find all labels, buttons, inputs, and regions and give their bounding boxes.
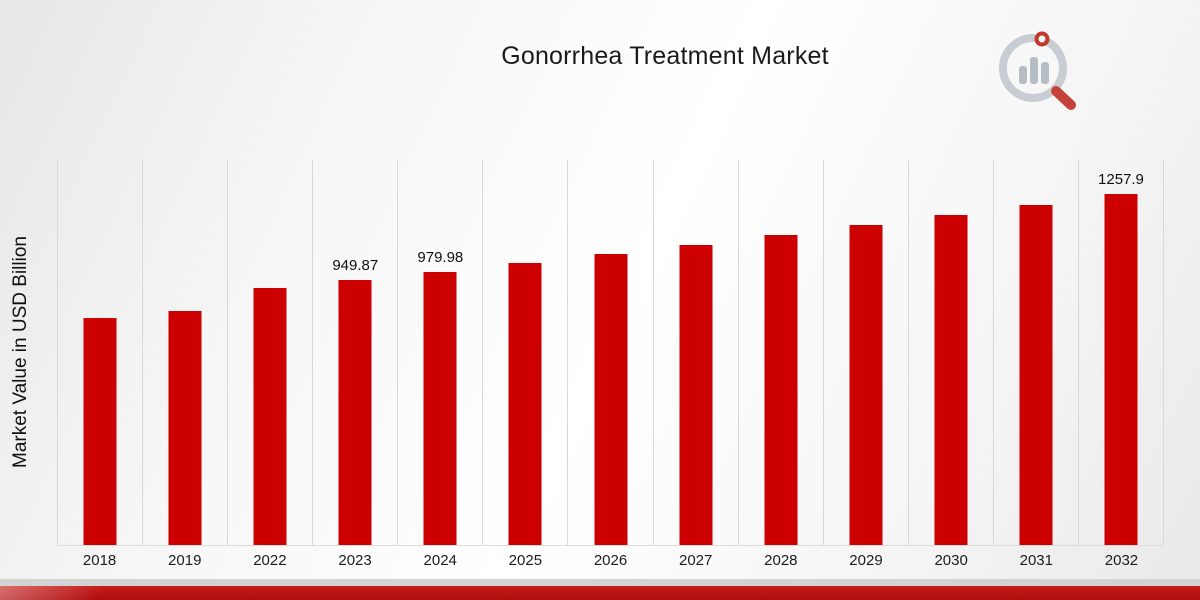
x-tick-2029: 2029 xyxy=(849,552,883,569)
x-tick-2024: 2024 xyxy=(423,552,457,569)
grid-slot-2032: 1257.9 xyxy=(1077,160,1163,545)
x-tick-2025: 2025 xyxy=(508,552,543,569)
footer-red-stripe xyxy=(0,586,1200,600)
bar-2018 xyxy=(83,318,117,545)
bar-2031 xyxy=(1019,205,1053,545)
x-tick-2023: 2023 xyxy=(338,552,372,569)
x-tick-2028: 2028 xyxy=(764,552,798,569)
grid-slot-2023: 949.87 xyxy=(312,160,397,545)
grid-slot-2028 xyxy=(737,160,823,545)
x-tick-2030: 2030 xyxy=(934,552,968,569)
grid-slot-2024: 979.98 xyxy=(397,160,482,545)
bar-2026 xyxy=(594,254,627,545)
bar-chart-icon xyxy=(1019,57,1049,84)
grid-slot-2030 xyxy=(907,160,993,545)
grid-slot-2031 xyxy=(992,160,1078,545)
y-axis-label: Market Value in USD Billion xyxy=(10,236,31,469)
bar-2019 xyxy=(168,311,202,545)
footer-gray-stripe xyxy=(0,579,1200,586)
logo-red-dot-icon xyxy=(1034,31,1050,47)
bar-2023 xyxy=(338,280,372,545)
bar-value-label-2023: 949.87 xyxy=(332,257,379,274)
x-tick-2018: 2018 xyxy=(82,552,117,569)
grid-slot-2019 xyxy=(142,160,227,545)
bar-2022 xyxy=(253,288,287,545)
x-tick-2032: 2032 xyxy=(1104,552,1139,569)
grid-slot-2022 xyxy=(227,160,312,545)
bar-value-label-2024: 979.98 xyxy=(417,249,464,266)
magnifier-lens-icon xyxy=(999,34,1068,102)
bar-2030 xyxy=(934,215,968,545)
x-tick-2027: 2027 xyxy=(678,552,713,569)
grid-slot-2018 xyxy=(57,160,142,545)
bar-2025 xyxy=(508,263,542,545)
bar-2029 xyxy=(849,225,883,545)
chart-title: Gonorrhea Treatment Market xyxy=(501,42,829,70)
bar-2024 xyxy=(423,272,457,545)
x-tick-2022: 2022 xyxy=(253,552,287,569)
magnifier-handle-icon xyxy=(1051,86,1076,110)
x-tick-2031: 2031 xyxy=(1019,552,1053,569)
bar-2027 xyxy=(679,245,713,545)
plot-area: 949.87 979.98 1257.9 xyxy=(57,160,1164,546)
grid-slot-2027 xyxy=(652,160,738,545)
bar-2028 xyxy=(764,235,798,545)
grid-slot-2026 xyxy=(567,160,652,545)
x-tick-2026: 2026 xyxy=(593,552,628,569)
bar-value-label-2032: 1257.9 xyxy=(1098,171,1144,188)
grid-slot-2029 xyxy=(822,160,908,545)
bar-2032 xyxy=(1104,194,1138,545)
grid-slot-2025 xyxy=(482,160,567,545)
x-axis-ticks: 2018 2019 2022 2023 2024 2025 2026 2027 2028 2029… xyxy=(57,552,1164,569)
magnifier-bar-chart-logo xyxy=(999,31,1076,110)
x-tick-2019: 2019 xyxy=(168,552,202,569)
